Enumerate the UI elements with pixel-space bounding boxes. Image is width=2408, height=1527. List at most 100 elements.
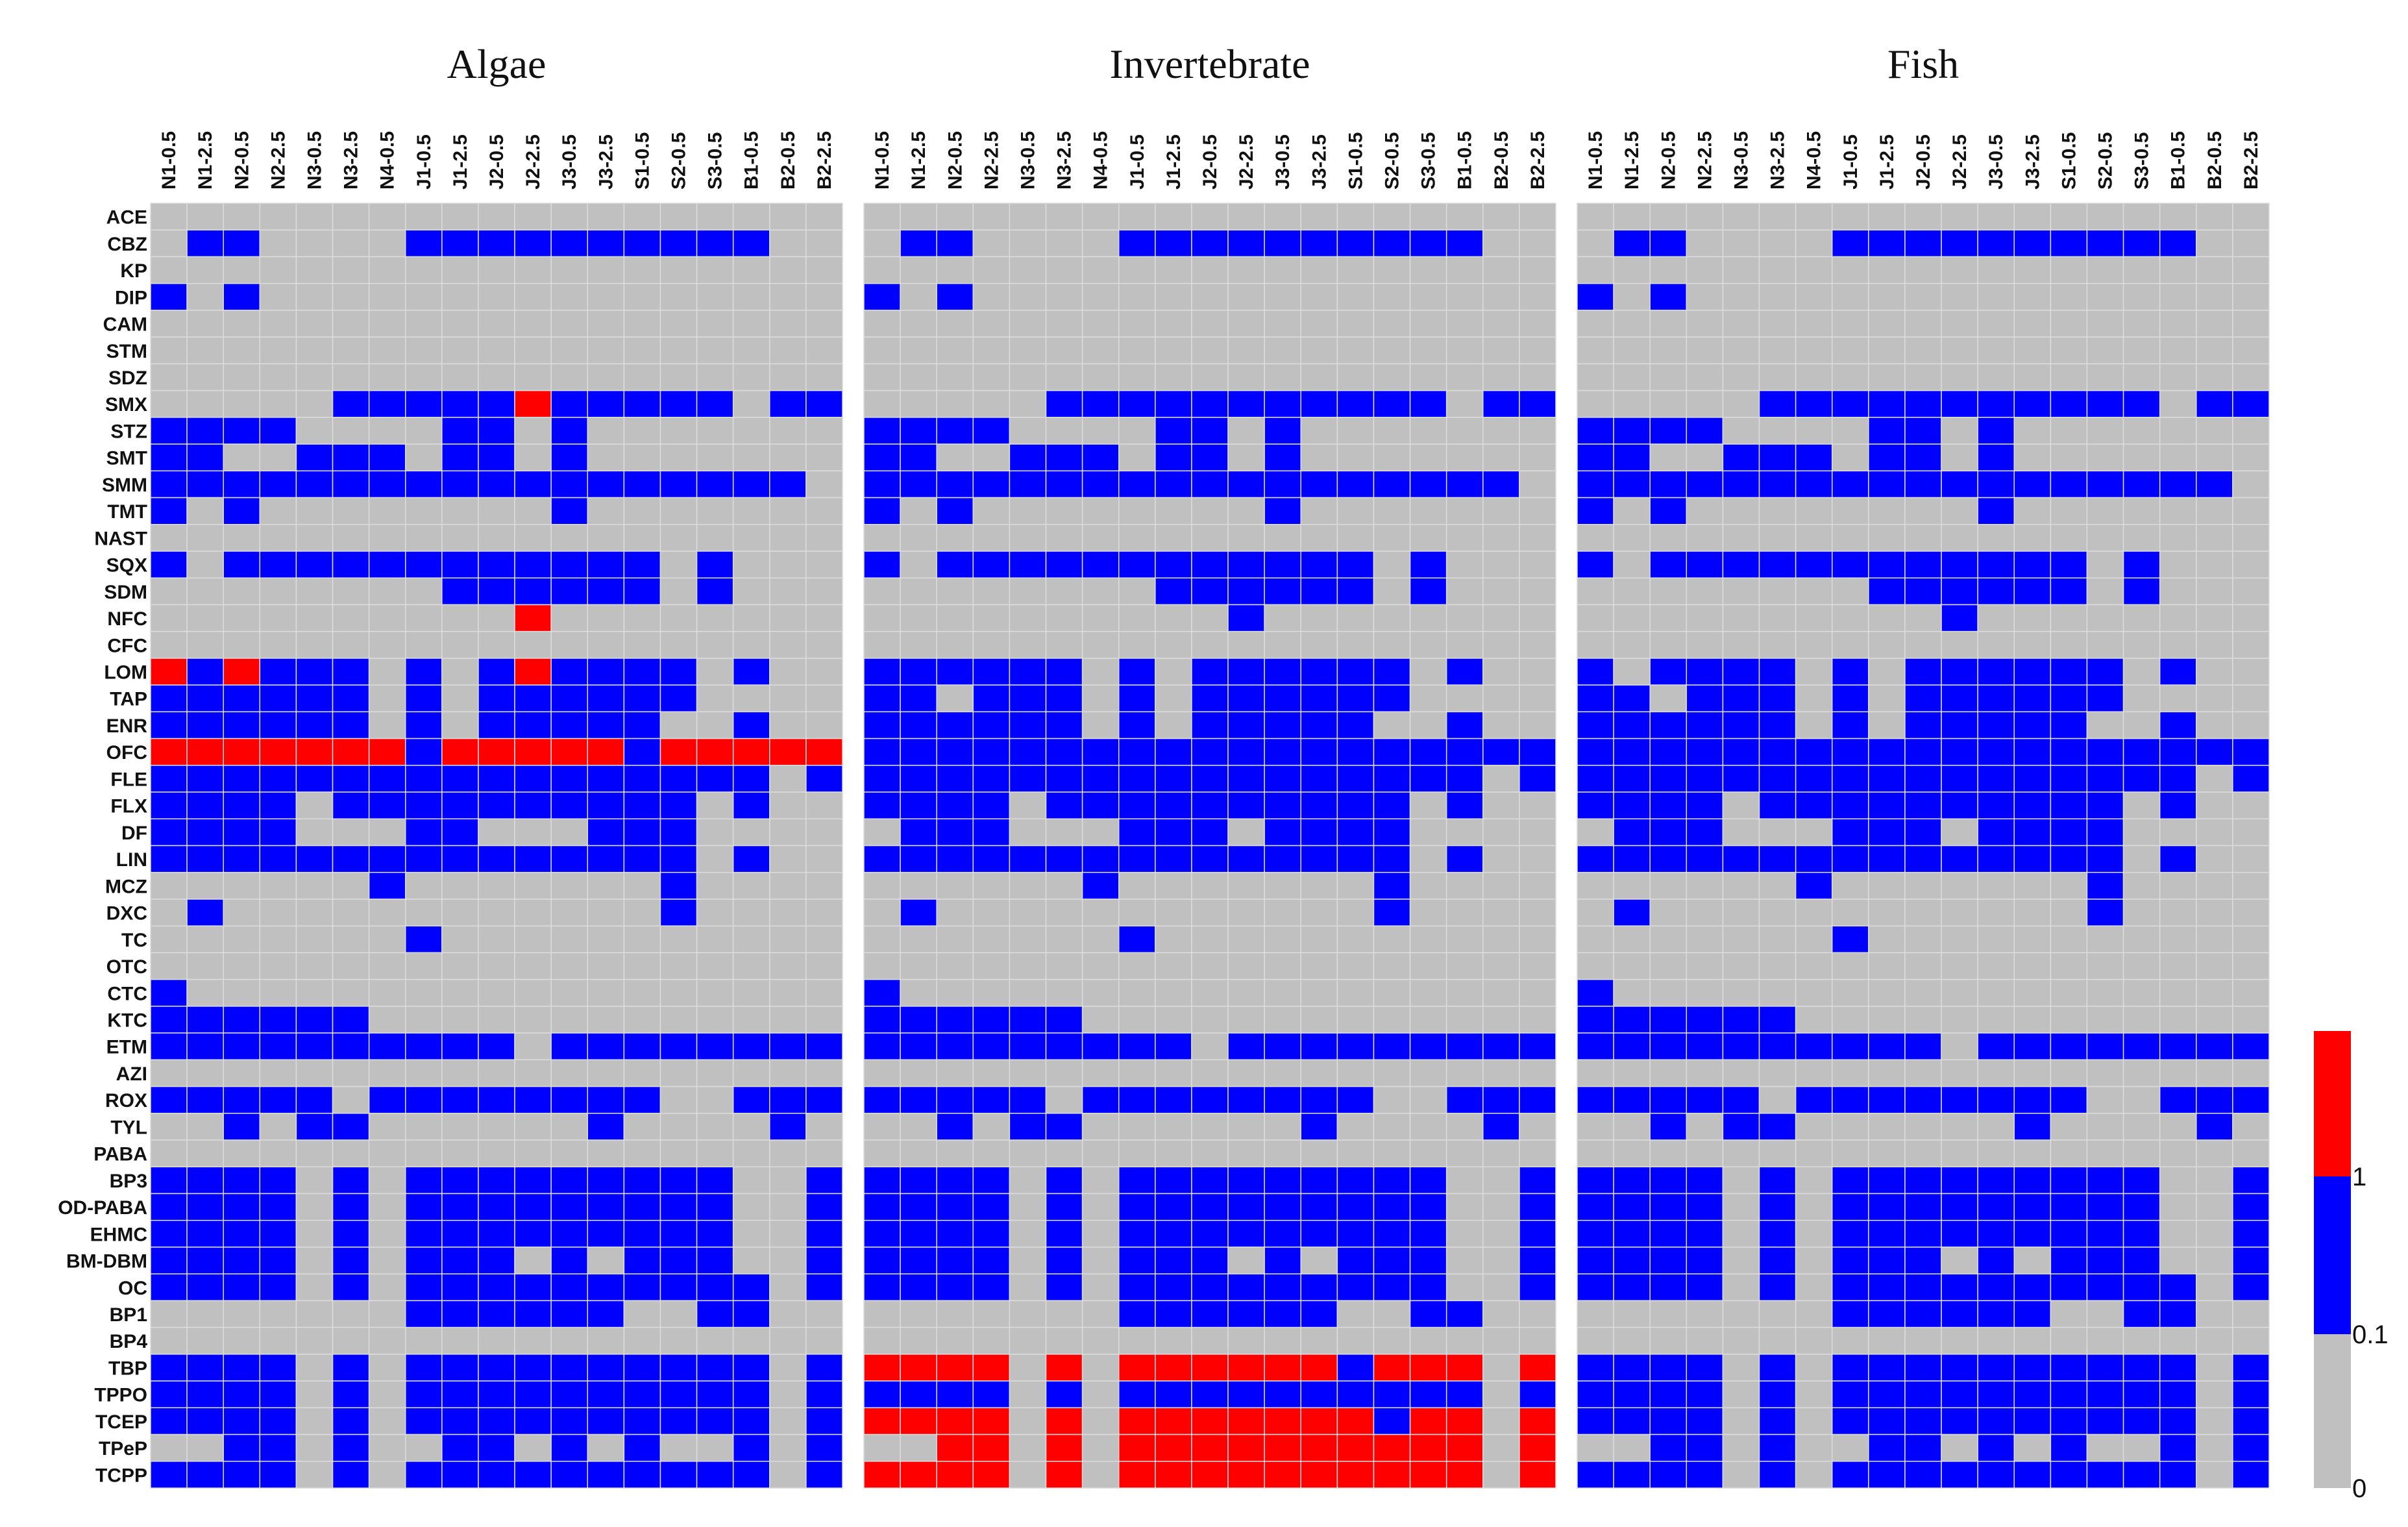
heatmap-cell <box>1445 604 1484 632</box>
heatmap-cell <box>1868 256 1906 284</box>
heatmap-cell <box>1577 1166 1614 1195</box>
heatmap-cell <box>1227 363 1265 391</box>
heatmap-cell <box>769 390 807 418</box>
heatmap-cell <box>223 871 261 900</box>
heatmap-cell <box>1686 497 1724 525</box>
heatmap-cell <box>1482 1086 1520 1114</box>
heatmap-cell <box>805 1354 843 1382</box>
heatmap-cell <box>769 551 807 578</box>
heatmap-cell <box>1482 952 1520 980</box>
heatmap-cell <box>1118 978 1156 1007</box>
heatmap-cell <box>368 871 406 900</box>
heatmap-cell <box>1081 1273 1120 1302</box>
heatmap-cell <box>1977 711 2015 739</box>
heatmap-cell <box>223 1032 261 1061</box>
heatmap-cell <box>1613 551 1651 578</box>
heatmap-cell <box>863 630 901 659</box>
heatmap-cell <box>2232 443 2270 472</box>
heatmap-cell <box>1264 1407 1302 1435</box>
heatmap-cell <box>863 818 901 847</box>
heatmap-cell <box>1009 765 1047 793</box>
heatmap-cell <box>1482 470 1520 499</box>
heatmap-cell <box>2013 1006 2052 1034</box>
heatmap-cell <box>805 1113 843 1141</box>
heatmap-cell <box>259 497 297 525</box>
heatmap-cell <box>1118 256 1156 284</box>
heatmap-cell <box>732 203 770 230</box>
heatmap-cell <box>1009 1300 1047 1328</box>
heatmap-cell <box>2232 1354 2270 1382</box>
heatmap-cell <box>863 1113 901 1141</box>
heatmap-cell <box>936 1193 974 1221</box>
heatmap-cell <box>936 1380 974 1409</box>
heatmap-cell <box>186 1139 224 1168</box>
heatmap-cell <box>936 1354 974 1382</box>
heatmap-cell <box>1045 1273 1083 1302</box>
heatmap-cell <box>478 229 515 258</box>
heatmap-cell <box>1155 765 1192 793</box>
heatmap-cell <box>1409 1326 1447 1355</box>
legend-color-segment <box>2314 1334 2351 1488</box>
heatmap-cell <box>2159 1354 2197 1382</box>
heatmap-cell <box>332 363 370 391</box>
heatmap-cell <box>2013 791 2052 820</box>
heatmap-cell <box>2086 1461 2124 1489</box>
heatmap-cell <box>295 256 334 284</box>
heatmap-cell <box>1795 1032 1833 1061</box>
heatmap-cell <box>863 1006 901 1034</box>
heatmap-cell <box>514 978 552 1007</box>
heatmap-cell <box>295 310 334 338</box>
heatmap-cell <box>1191 1247 1229 1274</box>
heatmap-cell <box>1977 1247 2015 1274</box>
heatmap-cell <box>1941 684 1978 713</box>
heatmap-cell <box>863 1434 901 1462</box>
heatmap-cell <box>1649 1006 1688 1034</box>
heatmap-cell <box>769 1059 807 1087</box>
heatmap-cell <box>696 551 734 578</box>
heatmap-cell <box>1649 1461 1688 1489</box>
heatmap-cell <box>863 978 901 1007</box>
column-label: B2-2.5 <box>2241 131 2262 190</box>
heatmap-cell <box>1577 1139 1614 1168</box>
column-label: B2-2.5 <box>1527 131 1549 190</box>
heatmap-cell <box>1831 1354 1869 1382</box>
heatmap-cell <box>587 470 625 499</box>
heatmap-cell <box>2013 551 2052 578</box>
heatmap-cell <box>1227 1032 1265 1061</box>
heatmap-cell <box>186 630 224 659</box>
heatmap-cell <box>441 363 479 391</box>
heatmap-cell <box>1118 1086 1156 1114</box>
heatmap-cell <box>696 1139 734 1168</box>
heatmap-cell <box>623 1461 661 1489</box>
heatmap-cell <box>368 577 406 606</box>
heatmap-cell <box>1118 845 1156 873</box>
heatmap-cell <box>1941 203 1978 230</box>
heatmap-cell <box>863 1219 901 1248</box>
heatmap-cell <box>332 1247 370 1274</box>
heatmap-cell <box>2196 1326 2233 1355</box>
heatmap-cell <box>295 1247 334 1274</box>
heatmap-cell <box>1904 1219 1942 1248</box>
heatmap-cell <box>1118 1326 1156 1355</box>
heatmap-cell <box>1795 524 1833 552</box>
heatmap-cell <box>936 310 974 338</box>
heatmap-cell <box>295 978 334 1007</box>
heatmap-cell <box>936 658 974 686</box>
heatmap-cell <box>1904 925 1942 954</box>
heatmap-cell <box>805 978 843 1007</box>
heatmap-cell <box>1336 1032 1375 1061</box>
row-label: ROX <box>105 1090 147 1111</box>
heatmap-cell <box>1081 1326 1120 1355</box>
heatmap-cell <box>1445 1006 1484 1034</box>
heatmap-cell <box>805 1326 843 1355</box>
heatmap-cell <box>1795 256 1833 284</box>
heatmap-cell <box>1300 1006 1338 1034</box>
heatmap-cell <box>805 551 843 578</box>
row-label: DIP <box>115 287 147 308</box>
heatmap-cell <box>863 1166 901 1195</box>
heatmap-cell <box>1613 1300 1651 1328</box>
heatmap-cell <box>1904 684 1942 713</box>
heatmap-cell <box>1904 1166 1942 1195</box>
heatmap-cell <box>1009 871 1047 900</box>
heatmap-cell <box>368 1380 406 1409</box>
